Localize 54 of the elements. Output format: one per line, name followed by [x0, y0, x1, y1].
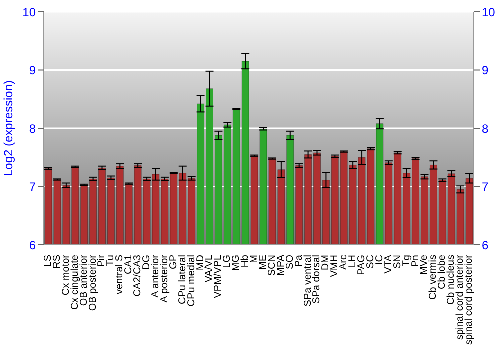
x-tick-label: ventral S: [114, 254, 126, 294]
x-tick-label: Arc: [338, 255, 350, 270]
x-tick-label: GP: [168, 254, 180, 270]
x-tick-label: LS: [42, 254, 54, 268]
x-tick-label: M: [249, 255, 260, 264]
y2-tick-label: 8: [482, 122, 489, 136]
x-tick-label: spinal cord anterior: [455, 254, 466, 340]
x-tick-label: OB anterior: [78, 254, 90, 306]
y-tick-label: 6: [29, 238, 36, 252]
x-tick-label: CPu lateral: [177, 255, 188, 304]
x-tick-label: Cx cingulate: [70, 254, 81, 310]
x-tick-label: VMH: [330, 255, 341, 278]
x-tick-label: Pn: [410, 255, 422, 268]
x-tick-label: SCN: [266, 255, 278, 276]
x-tick-label: CA2/CA3: [132, 254, 144, 297]
x-tick-label: SC: [365, 255, 376, 269]
x-tick-label: A anterior: [150, 254, 162, 298]
x-tick-label: SN: [392, 255, 404, 269]
x-tick-label: Tu: [106, 255, 117, 266]
x-tick-label: Cx motor: [60, 254, 72, 296]
y2-tick-label: 7: [482, 180, 489, 194]
x-tick-label: VTA: [383, 254, 394, 274]
x-tick-label: PAG: [356, 254, 368, 276]
x-tick-label: CA1: [124, 254, 135, 274]
x-tick-label: Pa: [294, 254, 305, 268]
x-tick-label: Hb: [240, 254, 252, 268]
x-tick-label: DG: [142, 254, 153, 270]
y-tick-label: 10: [22, 5, 36, 20]
x-tick-label: OB posterior: [88, 254, 99, 312]
x-tick-label: RS: [52, 254, 63, 269]
y2-tick-label: 10: [482, 5, 496, 20]
x-tick-label: VPM/VPL: [213, 254, 224, 298]
x-tick-label: DM: [320, 255, 332, 271]
x-tick-label: ME: [258, 254, 269, 270]
y-tick-label: 7: [29, 180, 36, 194]
x-tick-label: MVe: [419, 254, 430, 276]
y-tick-label: 9: [29, 64, 36, 78]
x-tick-label: SPa dorsal: [312, 255, 323, 304]
x-tick-label: Cb lobe: [437, 254, 448, 290]
x-tick-label: Tg: [401, 255, 412, 267]
x-tick-label: MPA: [276, 254, 287, 276]
x-tick-label: CPu medial: [186, 255, 198, 307]
x-tick-label: A posterior: [159, 254, 170, 303]
y-axis-title: Log2 (expression): [1, 80, 16, 177]
y-tick-label: 8: [29, 122, 36, 136]
x-tick-label: LG: [222, 254, 234, 268]
x-tick-label: LH: [348, 255, 359, 268]
x-tick-label: IC: [374, 255, 386, 265]
y2-tick-label: 9: [482, 64, 489, 78]
x-tick-label: spinal cord posterior: [464, 254, 476, 346]
x-tick-label: SO: [284, 254, 296, 270]
y2-tick-label: 6: [482, 238, 489, 252]
x-tick-label: Cb nucleus: [446, 255, 458, 306]
x-tick-label: Pir: [96, 254, 108, 268]
